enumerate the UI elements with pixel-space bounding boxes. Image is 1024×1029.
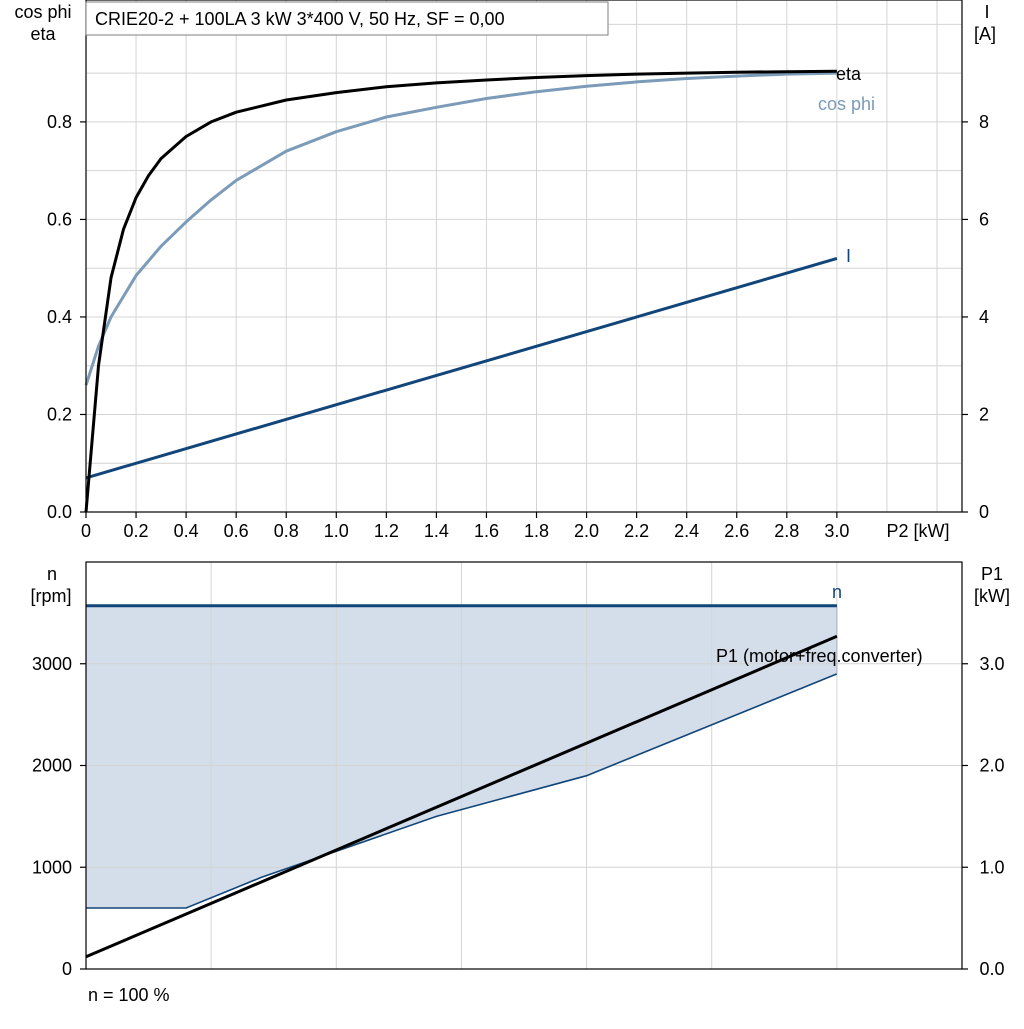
bottom-left-y-tick-label: 3000 <box>32 654 72 674</box>
x-tick-label: 0.6 <box>224 521 249 541</box>
right-axis-label-line1: I <box>984 2 989 22</box>
series-label-current: I <box>846 246 851 266</box>
x-tick-label: 3.0 <box>824 521 849 541</box>
bottom-left-axis-label-line1: n <box>47 564 57 584</box>
bottom-right-y-tick-label: 3.0 <box>979 654 1004 674</box>
series-label-cos-phi: cos phi <box>818 94 875 114</box>
x-tick-label: 2.6 <box>724 521 749 541</box>
x-tick-label: 1.2 <box>374 521 399 541</box>
series-label-eta: eta <box>836 64 862 84</box>
x-tick-label: 0.4 <box>174 521 199 541</box>
top-series <box>84 69 838 513</box>
eta-curve <box>84 69 837 513</box>
left-y-tick-label: 0.6 <box>47 209 72 229</box>
x-tick-label: 1.8 <box>524 521 549 541</box>
bottom-series <box>85 604 838 959</box>
speed-power-chart: 0 1000 2000 3000 0.0 1.0 2.0 3.0 n [rpm] P1 [kW… <box>30 561 1010 1005</box>
top-plot-frame <box>85 0 963 513</box>
cos-phi-curve <box>84 71 837 386</box>
operating-range-boundary <box>86 673 838 909</box>
p1-power-curve <box>85 634 838 959</box>
bottom-left-y-tick-label: 1000 <box>32 857 72 877</box>
left-y-tick-label: 0.2 <box>47 404 72 424</box>
left-axis-label-line1: cos phi <box>14 2 71 22</box>
x-tick-label: 1.0 <box>324 521 349 541</box>
right-y-tick-label: 8 <box>979 112 989 132</box>
right-y-tick-label: 6 <box>979 209 989 229</box>
x-axis-label: P2 [kW] <box>886 521 949 541</box>
left-y-tick-label: 0.0 <box>47 502 72 522</box>
left-y-tick-label: 0.4 <box>47 307 72 327</box>
series-label-speed: n <box>832 582 842 602</box>
bottom-right-y-tick-label: 0.0 <box>979 959 1004 979</box>
x-tick-label: 2.8 <box>774 521 799 541</box>
bottom-left-y-tick-label: 2000 <box>32 756 72 776</box>
x-tick-label: 0.2 <box>124 521 149 541</box>
speed-footnote: n = 100 % <box>88 985 170 1005</box>
x-tick-label: 0 <box>81 521 91 541</box>
current-curve <box>85 256 838 480</box>
right-y-tick-label: 4 <box>979 307 989 327</box>
series-label-p1: P1 (motor+freq.converter) <box>716 646 923 666</box>
bottom-right-axis-label-line2: [kW] <box>974 586 1010 606</box>
right-axis-label-line2: [A] <box>974 24 996 44</box>
chart-title: CRIE20-2 + 100LA 3 kW 3*400 V, 50 Hz, SF… <box>95 9 505 29</box>
efficiency-chart: 0 0.2 0.4 0.6 0.8 1.0 1.2 1.4 1.6 1.8 2.0 2.2 2.4 2.6… <box>14 0 996 541</box>
x-tick-label: 2.4 <box>674 521 699 541</box>
bottom-right-y-tick-label: 2.0 <box>979 756 1004 776</box>
bottom-ticks: 0 1000 2000 3000 0.0 1.0 2.0 3.0 <box>32 654 1005 979</box>
top-ticks: 0 0.2 0.4 0.6 0.8 1.0 1.2 1.4 1.6 1.8 2.0 2.2 2.4 2.6… <box>47 112 989 541</box>
bottom-left-axis-label-line2: [rpm] <box>30 586 71 606</box>
right-y-tick-label: 2 <box>979 404 989 424</box>
bottom-right-y-tick-label: 1.0 <box>979 857 1004 877</box>
bottom-left-y-tick-label: 0 <box>62 959 72 979</box>
x-tick-label: 1.4 <box>424 521 449 541</box>
x-tick-label: 2.2 <box>624 521 649 541</box>
left-axis-label-line2: eta <box>30 24 56 44</box>
x-tick-label: 2.0 <box>574 521 599 541</box>
left-y-tick-label: 0.8 <box>47 112 72 132</box>
bottom-grid <box>86 562 962 969</box>
x-tick-label: 0.8 <box>274 521 299 541</box>
x-tick-label: 1.6 <box>474 521 499 541</box>
bottom-right-axis-label-line1: P1 <box>981 564 1003 584</box>
chart-title-box <box>85 1 609 36</box>
right-y-tick-label: 0 <box>979 502 989 522</box>
